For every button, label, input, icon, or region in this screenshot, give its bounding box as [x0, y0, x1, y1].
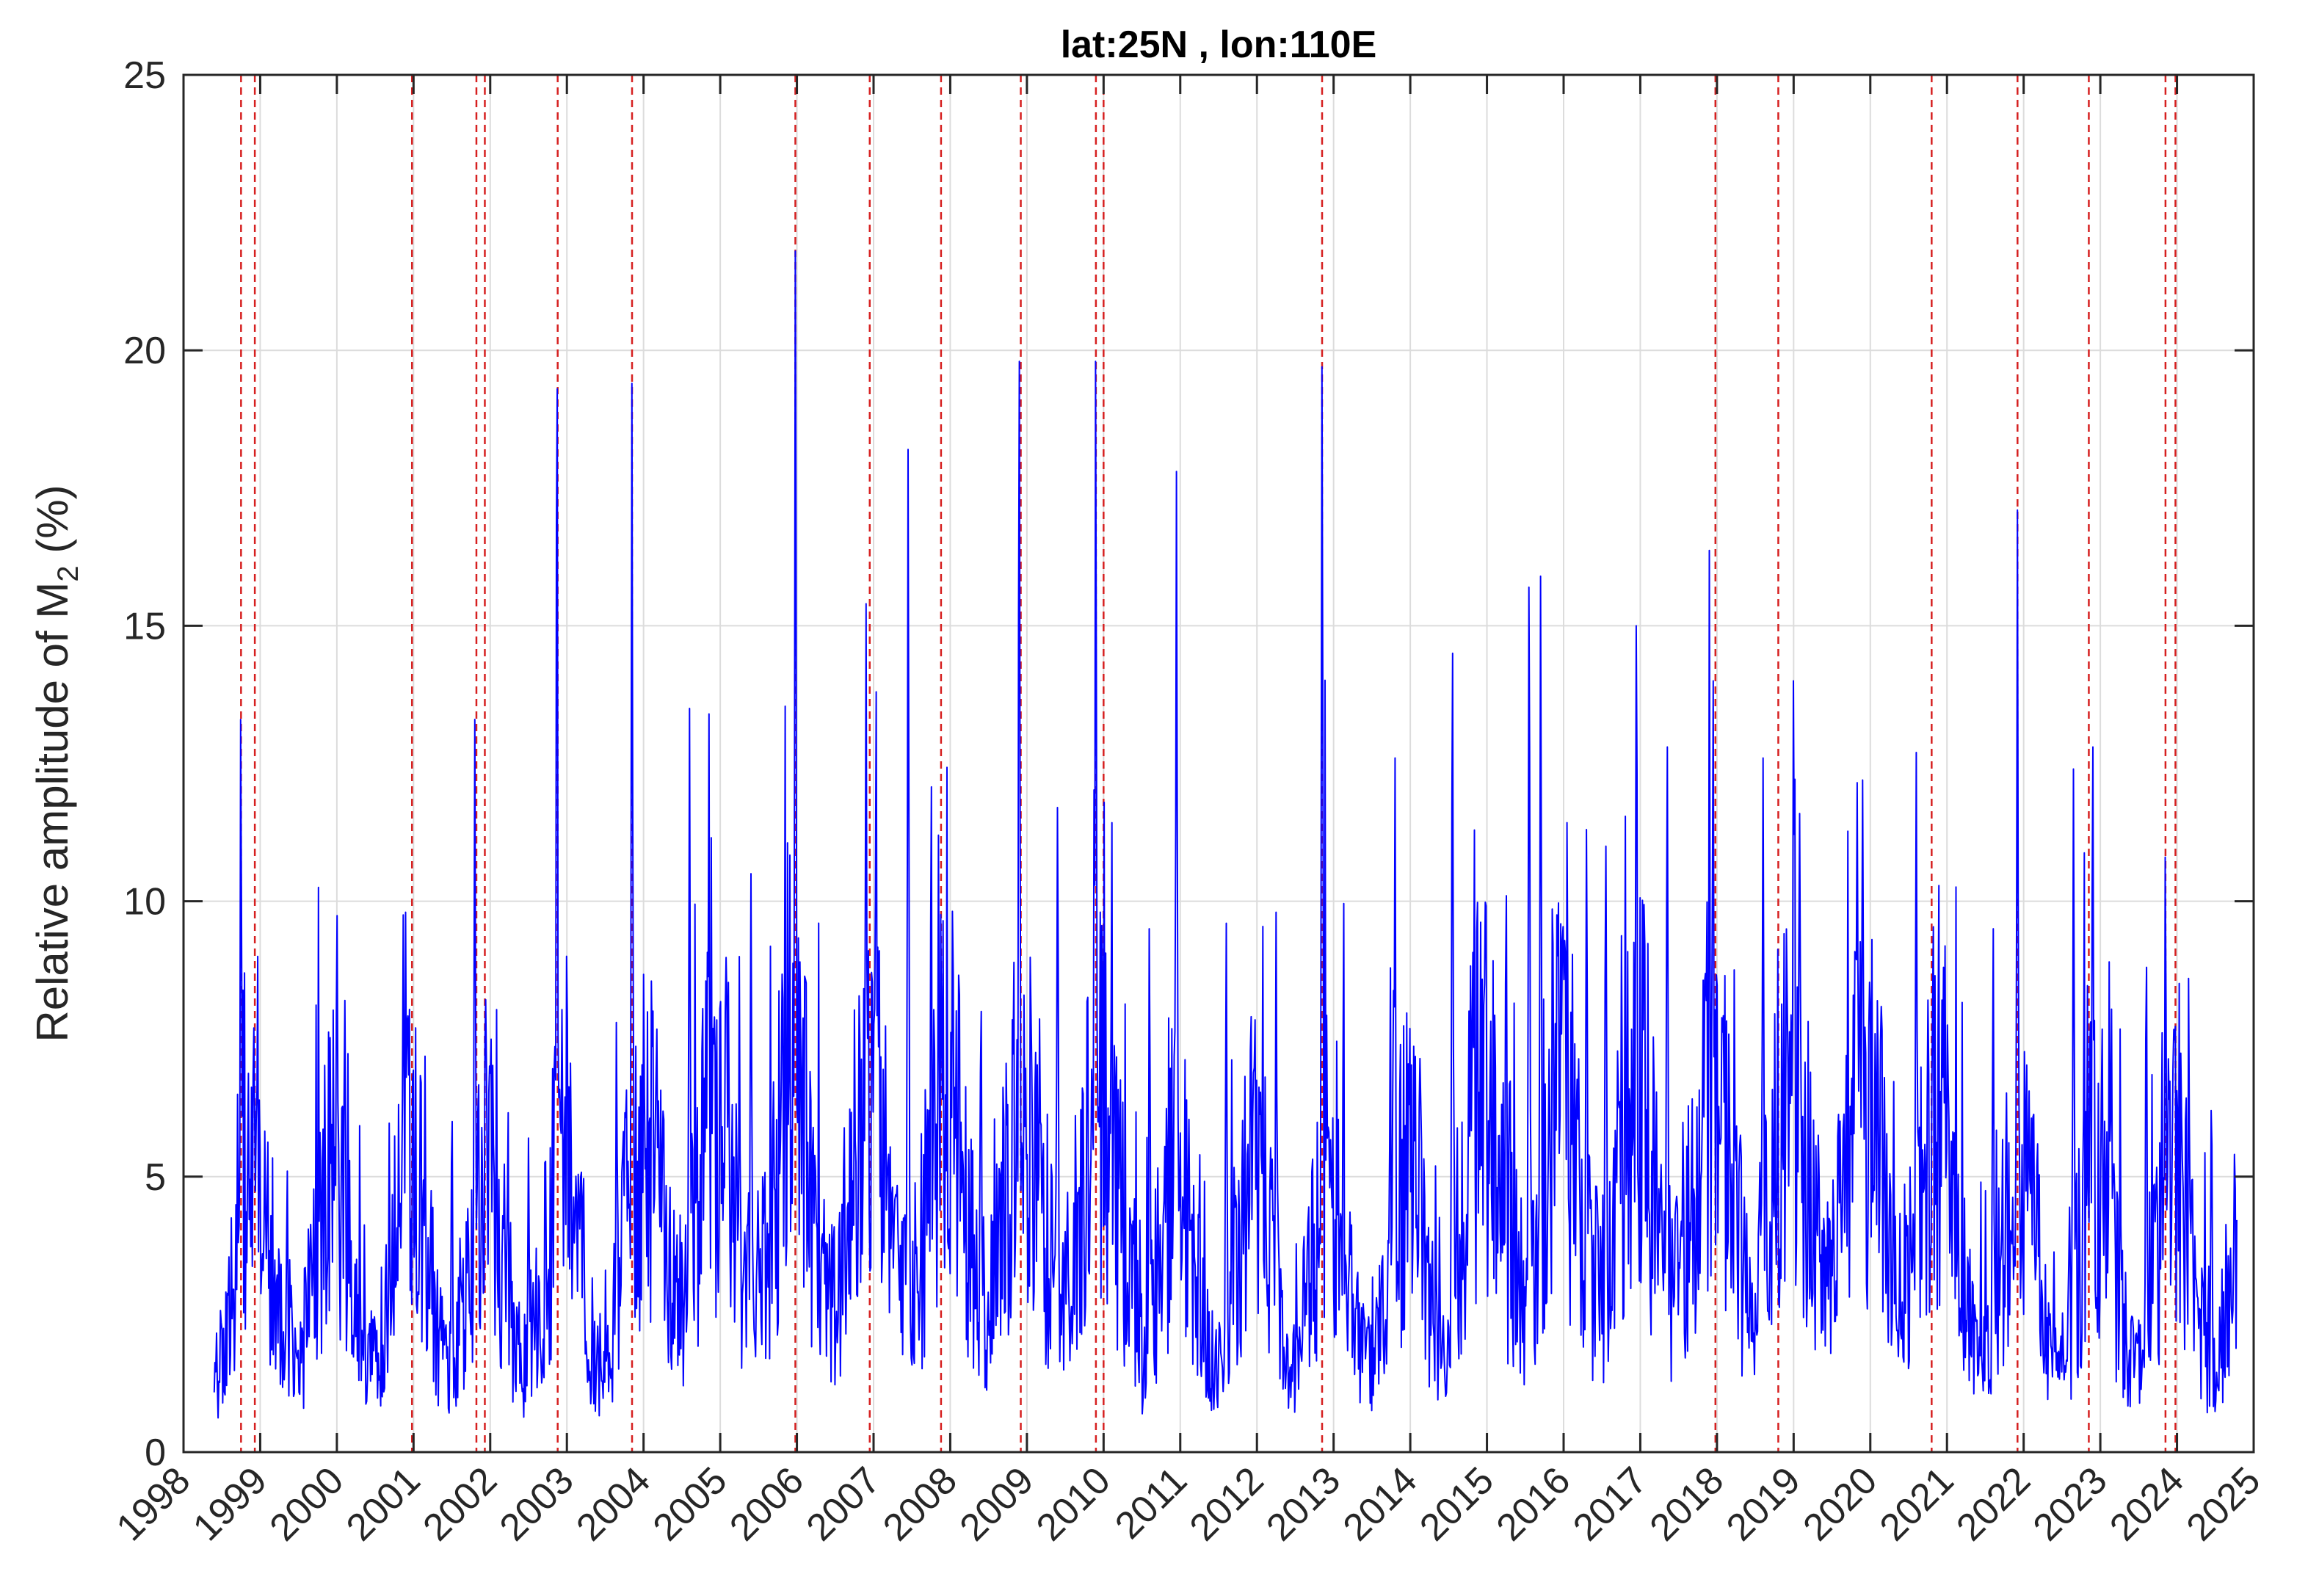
chart-title: lat:25N , lon:110E [1061, 23, 1377, 66]
series-group [213, 250, 2238, 1419]
y-tick-label: 20 [123, 330, 166, 372]
y-tick-label: 10 [123, 881, 166, 924]
y-tick-label: 0 [145, 1432, 166, 1474]
y-ticks: 0 5 10 15 20 25 [123, 54, 2254, 1474]
m2-amplitude-series [213, 250, 2238, 1419]
y-tick-label: 5 [145, 1156, 166, 1199]
plot-axes-box [182, 73, 2255, 1454]
y-axis-label: Relative amplitude of M2 (%) [28, 485, 84, 1042]
y-tick-label: 25 [123, 54, 166, 97]
y-tick-label: 15 [123, 605, 166, 648]
